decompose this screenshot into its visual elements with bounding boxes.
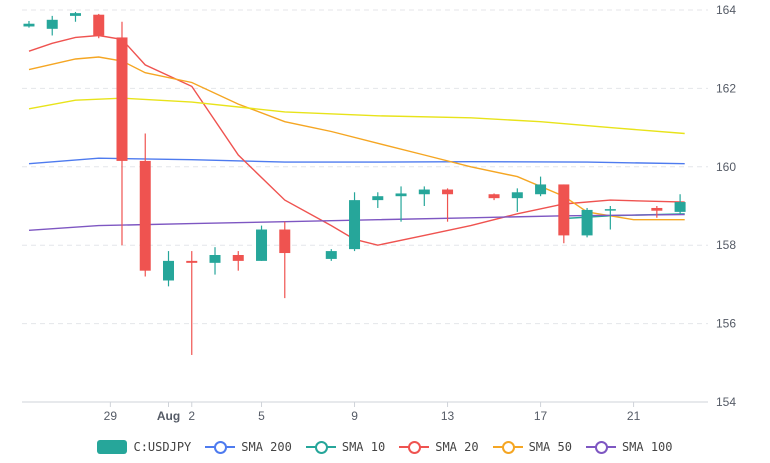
- candle-body: [418, 189, 430, 195]
- sma-line: [28, 56, 685, 221]
- candle-body: [23, 23, 35, 27]
- candle-body: [558, 184, 570, 236]
- x-tick-label: 9: [351, 409, 358, 423]
- sma-line: [28, 97, 685, 135]
- candle-body: [372, 196, 384, 201]
- legend-item[interactable]: SMA 100: [585, 440, 673, 454]
- candle-body: [535, 184, 547, 195]
- x-tick-label: 17: [534, 409, 548, 423]
- candle-body: [395, 193, 407, 197]
- y-tick-label: 162: [716, 81, 736, 95]
- x-tick-label: 29: [104, 409, 118, 423]
- candle-body: [442, 189, 454, 195]
- x-tick-label: 21: [627, 409, 641, 423]
- legend-label: SMA 200: [241, 440, 292, 454]
- legend-swatch: [97, 440, 128, 454]
- candle-body: [581, 209, 593, 236]
- y-tick-label: 158: [716, 238, 736, 252]
- y-tick-label: 154: [716, 395, 736, 409]
- legend-swatch: [399, 441, 430, 454]
- candle-body: [674, 202, 686, 212]
- candle-body: [256, 229, 268, 261]
- x-tick-label: 13: [441, 409, 455, 423]
- x-tick-label: 2: [188, 409, 195, 423]
- legend-swatch: [305, 441, 336, 454]
- legend-swatch: [492, 441, 523, 454]
- legend-label: SMA 10: [341, 440, 386, 454]
- legend-item[interactable]: SMA 50: [492, 440, 572, 454]
- candlestick-chart: 164 162 160 158 156 154 29 Aug 2 5 9 13 17 21: [22, 3, 736, 423]
- legend-label: SMA 20: [435, 440, 479, 454]
- candle-body: [139, 160, 151, 271]
- legend-swatch: [585, 441, 616, 454]
- y-tick-label: 160: [716, 160, 736, 174]
- candle-body: [163, 260, 175, 281]
- candle-body: [279, 229, 291, 254]
- legend-label: C:USDJPY: [133, 440, 192, 454]
- legend-item[interactable]: SMA 10: [305, 440, 386, 454]
- sma-line: [28, 213, 685, 231]
- legend-item[interactable]: SMA 200: [205, 440, 292, 454]
- candle-body: [651, 207, 663, 211]
- legend-label: SMA 50: [528, 440, 572, 454]
- legend-item[interactable]: C:USDJPY: [97, 440, 191, 454]
- legend-swatch: [205, 441, 236, 454]
- candle-body: [46, 19, 58, 29]
- candle-body: [69, 13, 81, 16]
- candle-body: [511, 192, 523, 199]
- candle-body: [93, 14, 105, 36]
- candle-body: [232, 255, 244, 261]
- candle-body: [488, 194, 500, 199]
- x-tick-label: Aug: [157, 409, 180, 423]
- candle-body: [604, 209, 616, 211]
- candle-body: [349, 200, 361, 250]
- candle-body: [325, 251, 337, 259]
- sma-line: [28, 34, 685, 246]
- candle-body: [186, 260, 198, 263]
- candle-body: [116, 37, 128, 161]
- legend-item[interactable]: SMA 20: [399, 440, 479, 454]
- y-tick-label: 164: [716, 3, 736, 17]
- x-tick-label: 5: [258, 409, 265, 423]
- legend-label: SMA 100: [621, 440, 673, 454]
- candle-body: [209, 255, 221, 263]
- y-tick-label: 156: [716, 317, 736, 331]
- chart-legend: C:USDJPY SMA 200 SMA 10 SMA 20 SMA 50 SMA 100: [0, 436, 770, 458]
- sma-line: [28, 157, 685, 165]
